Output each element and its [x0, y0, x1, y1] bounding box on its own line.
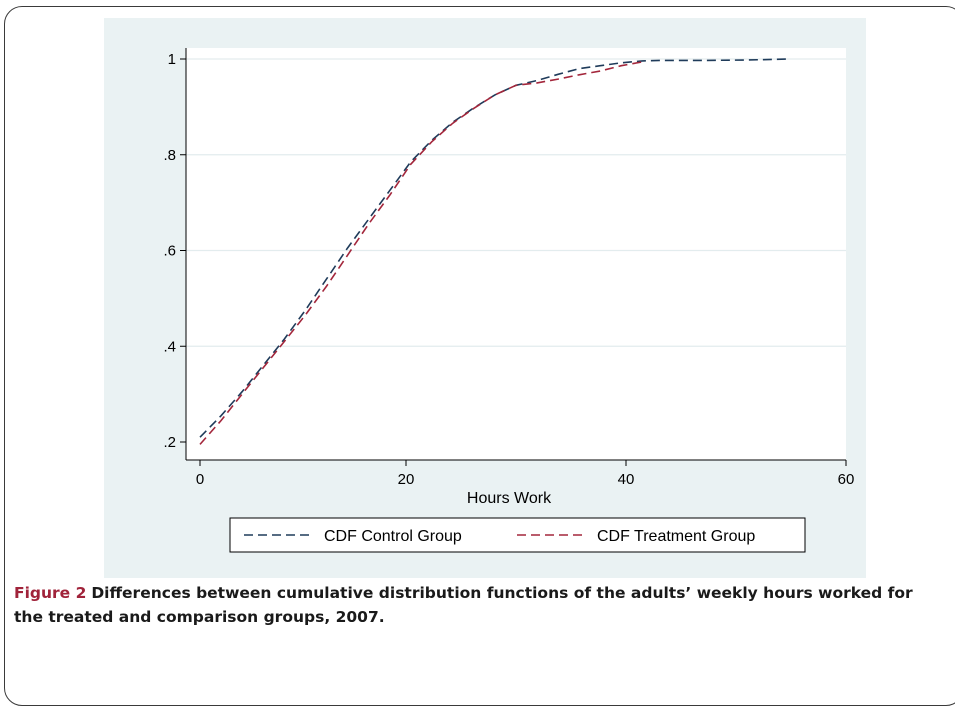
plot-area [186, 48, 846, 460]
legend-label: CDF Control Group [324, 528, 462, 545]
x-tick-label: 40 [618, 471, 635, 488]
chart-panel: .2 .4 .6 .8 1 0 20 40 60 Hours Work CDF Control… [104, 18, 866, 578]
y-tick-label: .2 [163, 434, 176, 451]
figure-label: Figure 2 [14, 584, 87, 602]
figure-caption: Figure 2 Differences between cumulative … [14, 581, 944, 629]
y-tick-label: .4 [163, 338, 176, 355]
x-tick-label: 0 [196, 471, 204, 488]
x-axis-ticks: 0 20 40 60 [196, 460, 855, 488]
x-axis-title: Hours Work [467, 490, 552, 507]
cdf-line-chart: .2 .4 .6 .8 1 0 20 40 60 Hours Work CDF Control… [163, 48, 855, 553]
control-group-line [199, 58, 790, 438]
legend: CDF Control Group CDF Treatment Group [229, 517, 806, 553]
treatment-group-line [199, 61, 643, 445]
grid-lines [186, 58, 846, 347]
y-tick-label: .6 [163, 243, 176, 260]
caption-text: Differences between cumulative distribut… [14, 584, 913, 626]
x-tick-label: 20 [398, 471, 415, 488]
series-lines [199, 58, 790, 445]
y-tick-label: .8 [163, 147, 176, 164]
legend-label: CDF Treatment Group [597, 528, 755, 545]
axes [185, 48, 846, 461]
x-tick-label: 60 [838, 471, 855, 488]
y-axis-ticks: .2 .4 .6 .8 1 [163, 51, 186, 451]
y-tick-label: 1 [168, 51, 176, 68]
